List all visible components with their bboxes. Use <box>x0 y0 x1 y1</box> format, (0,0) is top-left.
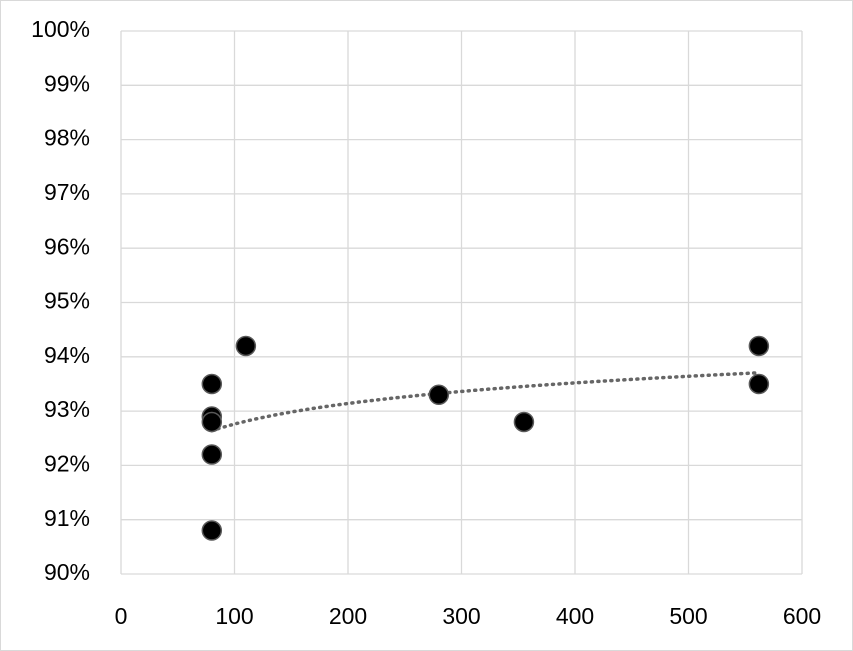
y-tick-label: 92% <box>44 450 90 476</box>
y-tick-label: 97% <box>44 179 90 205</box>
point <box>513 411 535 433</box>
y-tick-label: 90% <box>44 559 90 585</box>
x-tick-label: 200 <box>329 603 367 629</box>
x-tick-label: 300 <box>442 603 480 629</box>
point <box>428 384 450 406</box>
point <box>201 411 223 433</box>
x-tick-label: 500 <box>669 603 707 629</box>
y-tick-label: 98% <box>44 125 90 151</box>
y-tick-label: 93% <box>44 396 90 422</box>
y-tick-label: 91% <box>44 505 90 531</box>
point <box>748 335 770 357</box>
y-tick-label: 99% <box>44 70 90 96</box>
point <box>748 373 770 395</box>
point <box>235 335 257 357</box>
y-tick-label: 95% <box>44 288 90 314</box>
y-tick-label: 100% <box>31 16 90 42</box>
x-tick-label: 600 <box>783 603 821 629</box>
x-tick-label: 0 <box>115 603 128 629</box>
point <box>201 520 223 541</box>
trendline <box>210 371 761 433</box>
x-tick-label: 400 <box>556 603 594 629</box>
y-tick-label: 96% <box>44 233 90 259</box>
point <box>201 444 223 465</box>
x-tick-label: 100 <box>215 603 253 629</box>
y-tick-label: 94% <box>44 342 90 368</box>
point <box>201 373 223 395</box>
